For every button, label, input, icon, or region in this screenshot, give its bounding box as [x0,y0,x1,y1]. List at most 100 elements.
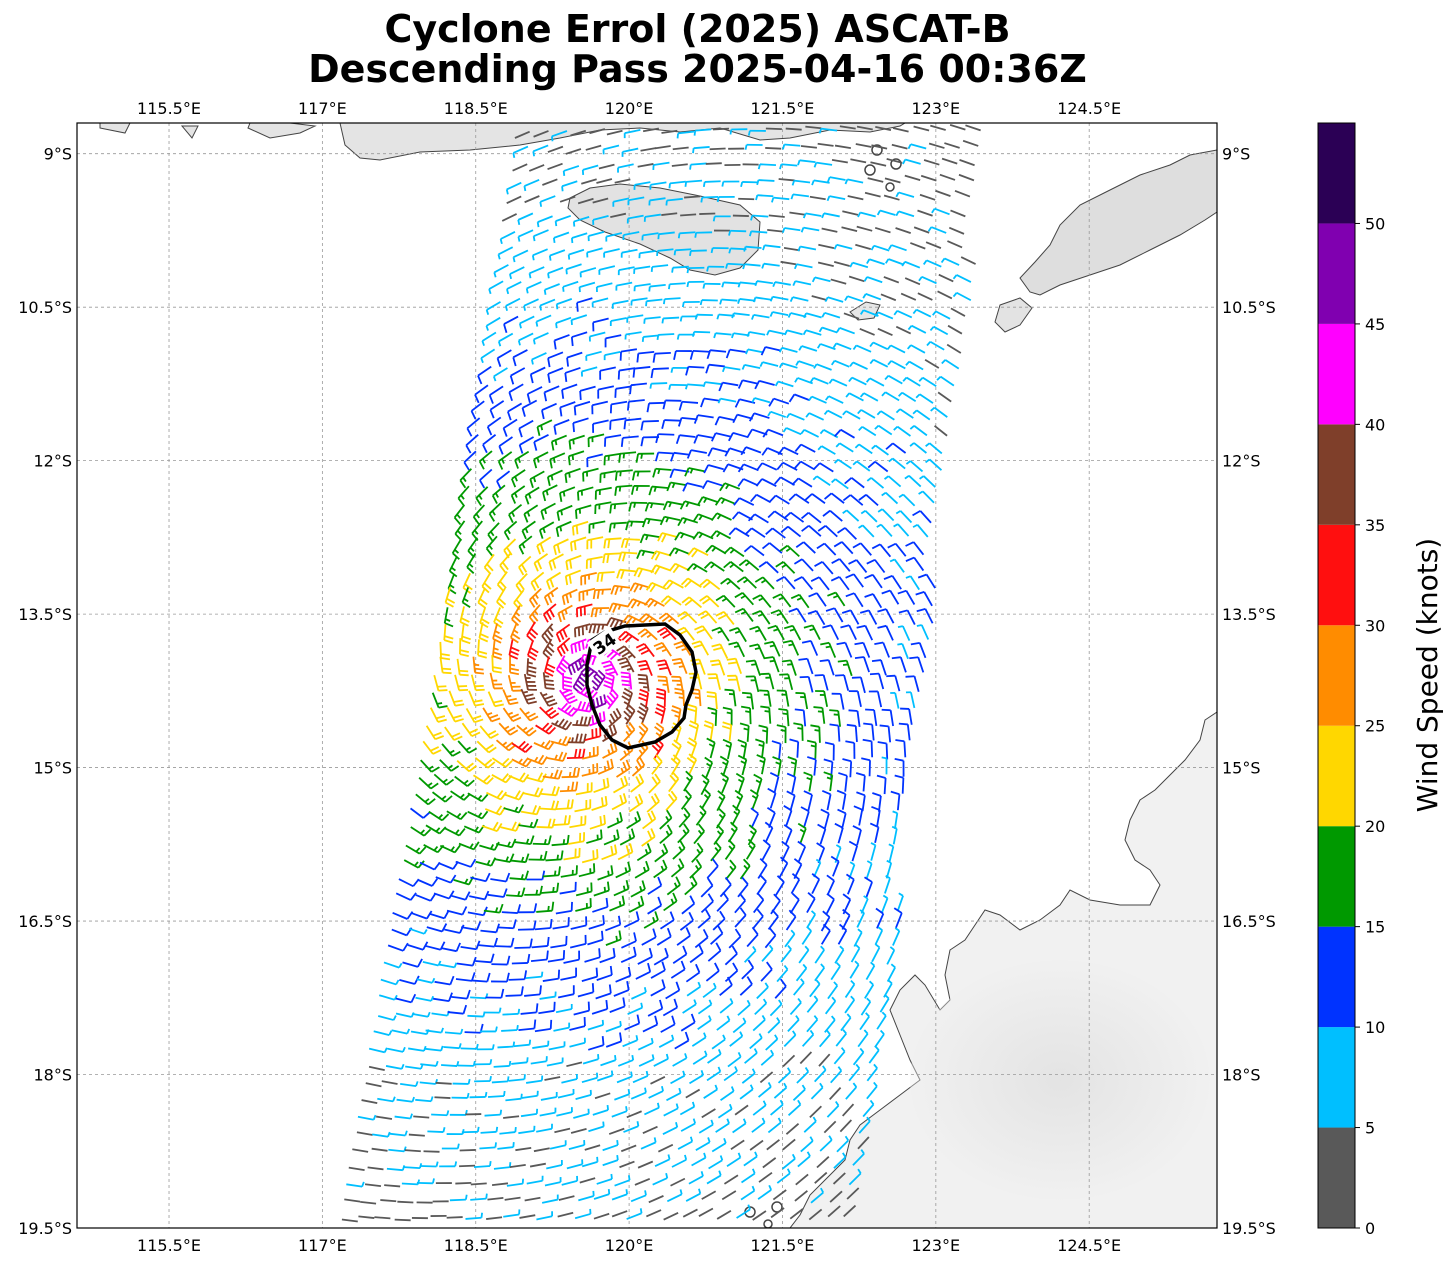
wind-barb [593,777,610,794]
wind-barb-staff [741,592,755,606]
wind-barb-half-feather [685,501,690,508]
wind-barb-half-feather [871,444,877,450]
wind-barb-staff [579,385,596,392]
wind-barb-half-feather [692,148,695,154]
wind-barb-staff [792,193,810,198]
wind-barb-half-feather [828,378,834,384]
wind-barb-half-feather [844,295,849,301]
wind-barb [470,400,485,420]
wind-barb-half-feather [901,261,906,267]
wind-barb [564,467,581,484]
wind-barb-staff [441,743,454,757]
wind-barb-feather [466,989,471,999]
wind-barb-staff [559,890,576,895]
wind-barb [849,261,869,269]
wind-barb [431,692,448,709]
wind-barb-feather [625,707,634,715]
wind-barb-feather [575,525,579,535]
wind-barb [517,920,537,931]
wind-barb-feather [579,716,584,726]
wind-barb-half-feather [758,743,764,748]
wind-barb-staff [796,741,800,758]
wind-barb-half-feather [689,250,692,257]
wind-barb-feather [613,741,618,751]
wind-barb [483,1007,502,1014]
wind-barb-half-feather [494,630,500,635]
wind-barb-staff [888,846,895,863]
wind-barb [848,559,868,574]
wind-barb [613,879,630,897]
wind-barb-staff [651,761,663,775]
wind-barb-staff [933,406,948,418]
wind-barb-feather [562,642,569,652]
wind-barb-feather [654,711,664,717]
wind-barb-half-feather [813,995,819,1001]
wind-barb-staff [619,568,636,573]
wind-barb [552,231,570,243]
wind-barb-feather [548,726,557,735]
wind-barb-staff [422,960,439,967]
wind-barb [541,623,554,644]
wind-barb-half-feather [539,305,542,311]
wind-barb-staff [783,576,796,590]
wind-barb-half-feather [762,729,768,733]
wind-barb [553,1022,571,1032]
wind-barb-staff [659,832,673,844]
wind-barb-staff [569,1025,586,1031]
wind-barb [705,363,725,374]
wind-barb-staff [407,944,424,951]
wind-barb-staff [634,283,651,288]
wind-barb-half-feather [683,518,688,524]
wind-barb-half-feather [441,795,447,801]
wind-barb-staff [535,724,550,735]
wind-barb [521,520,536,540]
wind-barb-staff [444,827,460,837]
wind-barb [734,592,755,606]
wind-barb-staff [623,231,640,236]
wind-barb-feather [689,720,699,726]
wind-barb [817,445,836,455]
wind-barb [692,513,714,523]
wind-barb-staff [556,520,572,529]
wind-barb-feather [451,732,461,738]
wind-barb-feather [655,707,665,713]
wind-barb [870,161,887,167]
wind-barb [652,161,670,171]
wind-barb-staff [732,690,737,707]
wind-barb [916,608,934,624]
wind-barb [422,960,442,967]
wind-barb-feather [485,547,493,557]
wind-barb-feather [484,758,493,766]
wind-barb-feather [505,872,511,882]
wind-barb-staff [642,1023,658,1033]
wind-barb-staff [688,467,705,473]
wind-barb-feather [474,667,484,671]
wind-barb [742,263,761,270]
wind-barb [668,180,686,189]
wind-barb [499,231,516,245]
wind-barb [919,475,936,488]
wind-barb [620,435,639,447]
wind-barb [909,425,928,437]
wind-barb-feather [533,562,539,572]
wind-barb-staff [900,292,917,301]
wind-barb-staff [798,594,810,609]
wind-barb-staff [870,477,885,489]
wind-barb-staff [714,693,718,710]
wind-barb-feather [758,561,768,568]
wind-barb [650,550,672,561]
wind-barb-staff [567,840,585,845]
wind-barb-feather [621,895,626,905]
wind-barb-staff [784,829,793,846]
wind-barb [816,842,826,864]
wind-barb-half-feather [662,299,666,305]
wind-barb-feather [871,659,882,662]
wind-barb [636,549,657,560]
wind-barb [566,748,586,760]
wind-barb-half-feather [852,460,858,466]
wind-barb-staff [774,881,785,897]
wind-barb-staff [508,383,524,393]
wind-barb-staff [767,228,784,233]
wind-barb [542,178,558,186]
wind-barb-staff [546,571,561,582]
